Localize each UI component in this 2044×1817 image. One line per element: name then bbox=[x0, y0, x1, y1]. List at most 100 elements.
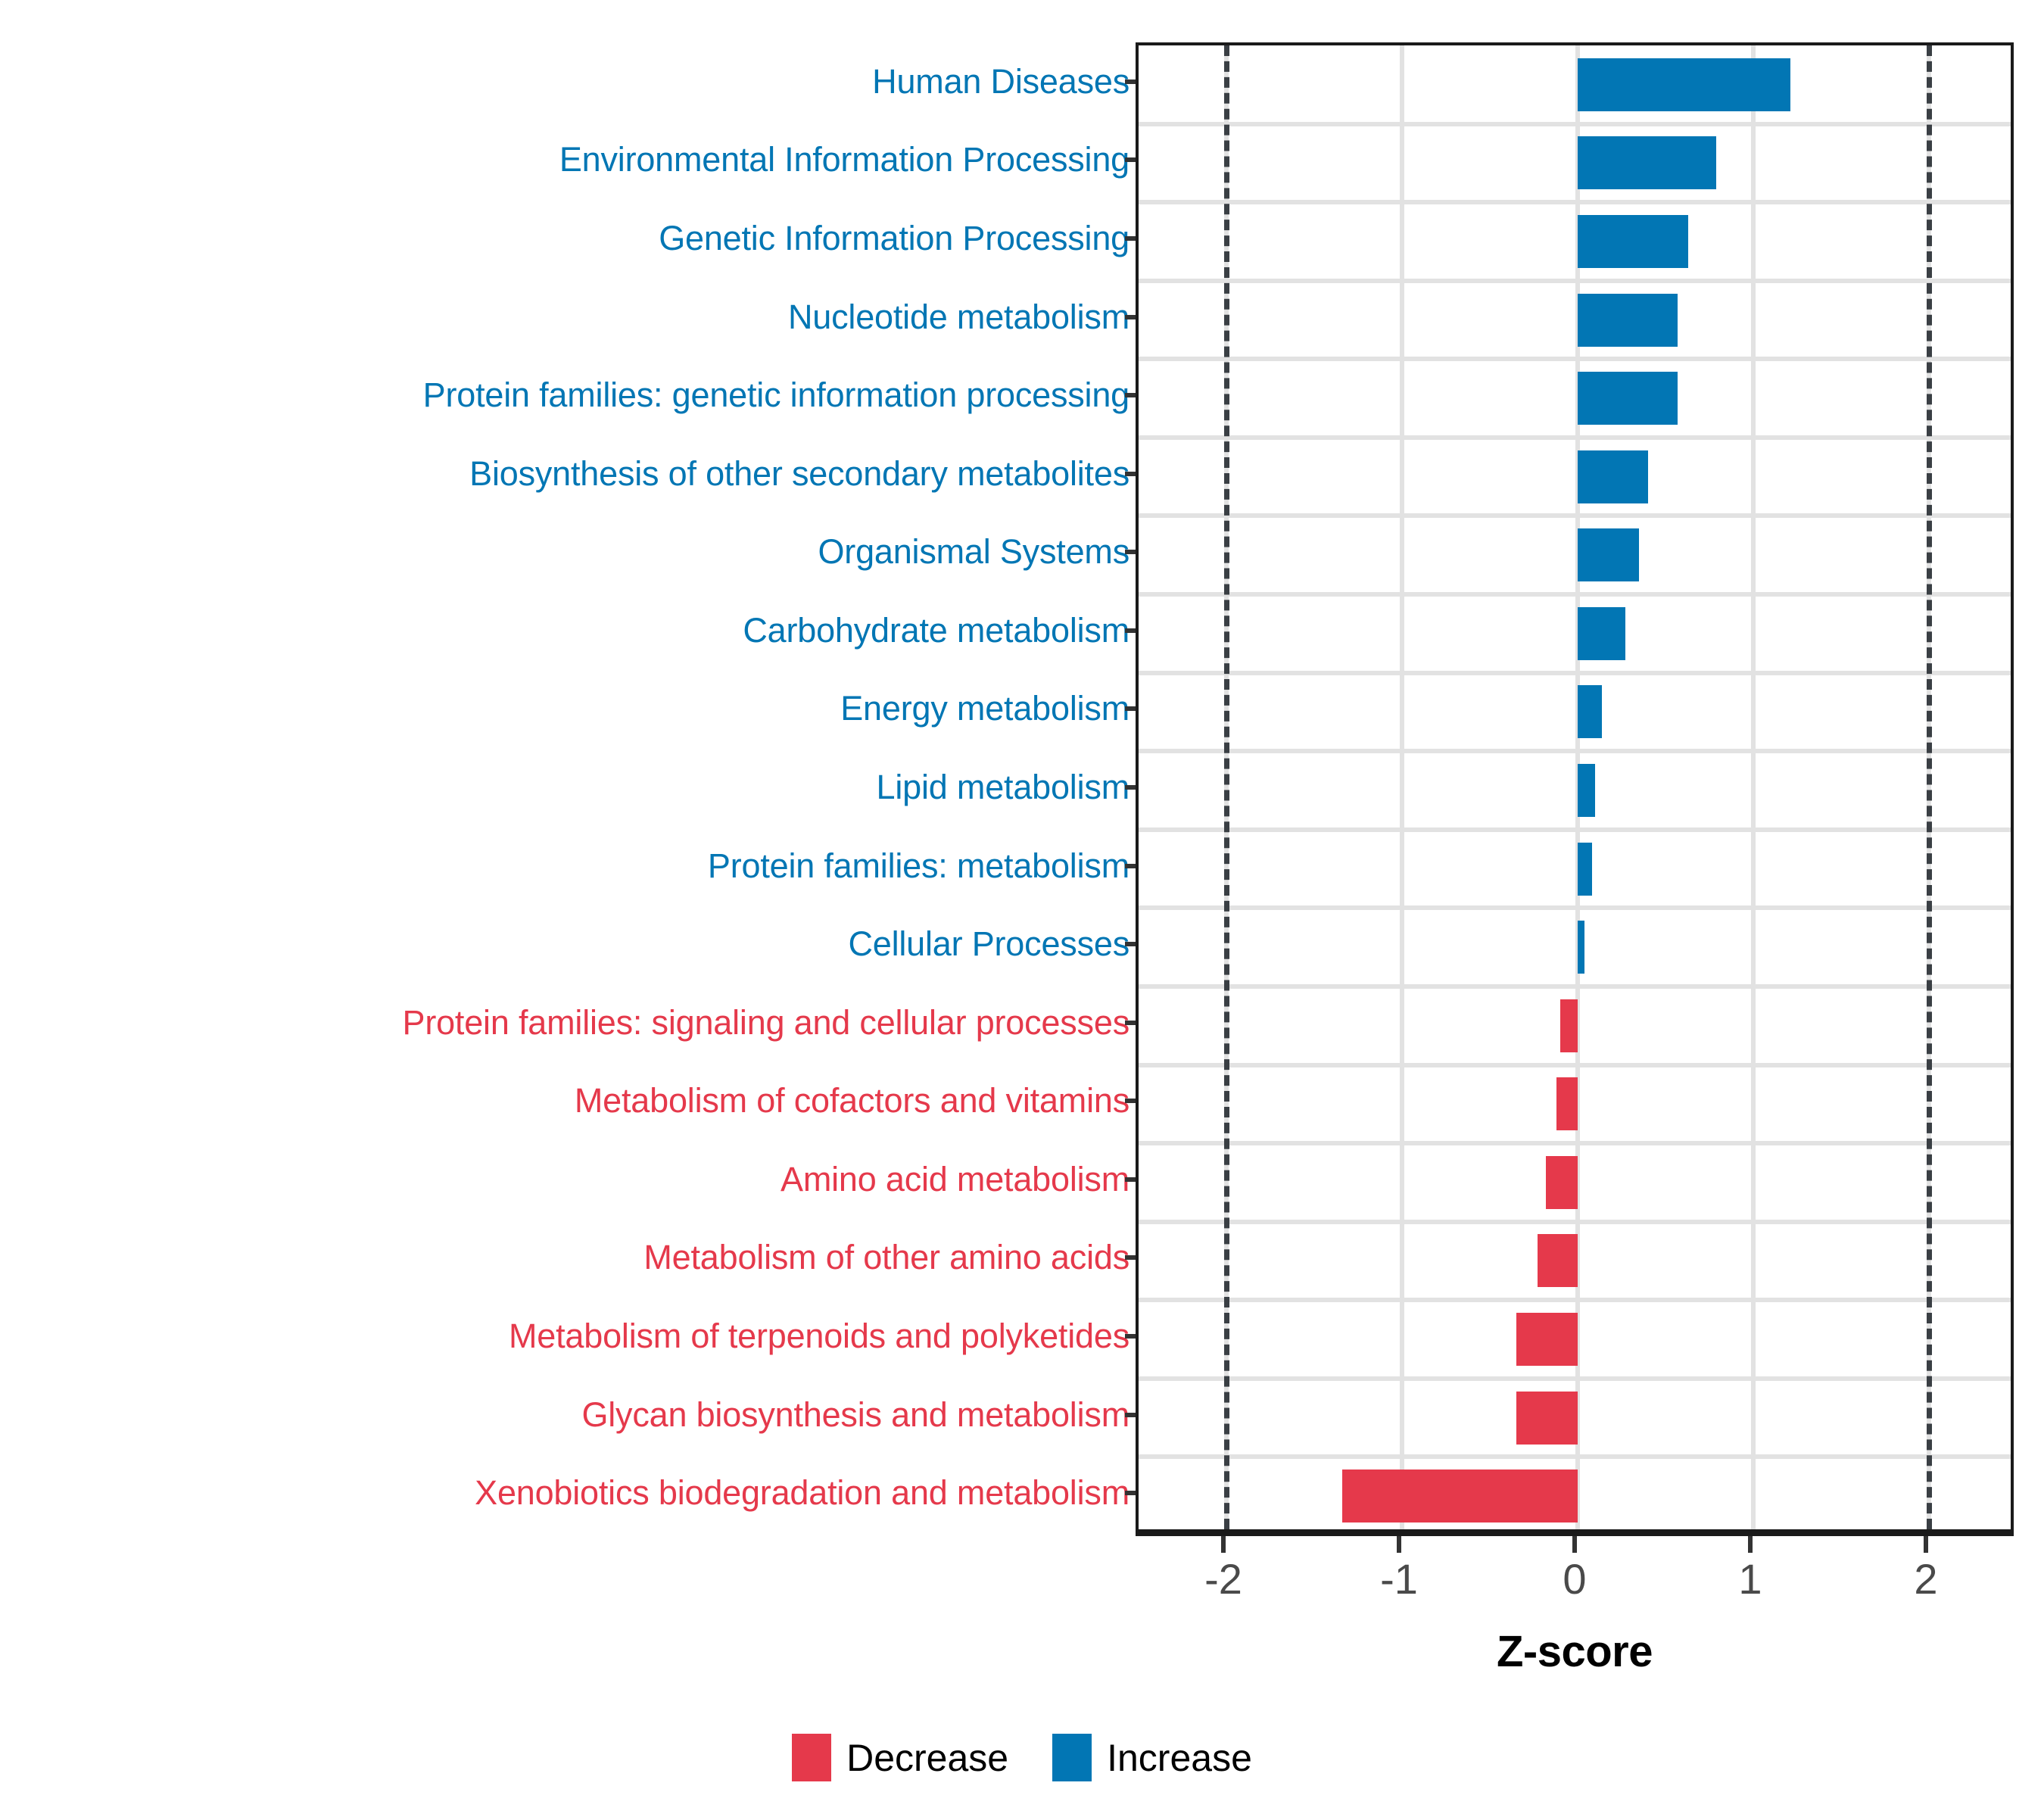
bar[interactable] bbox=[1578, 606, 1625, 660]
x-axis-tick bbox=[1572, 1536, 1577, 1553]
y-axis-tick bbox=[1125, 1491, 1136, 1496]
y-axis-label: Amino acid metabolism bbox=[781, 1159, 1129, 1198]
y-axis-tick bbox=[1125, 863, 1136, 868]
bar[interactable] bbox=[1578, 685, 1603, 739]
y-axis-tick bbox=[1125, 235, 1136, 241]
x-axis-tick-label: 1 bbox=[1738, 1555, 1762, 1603]
gridline-horizontal bbox=[1139, 983, 2011, 989]
gridline-horizontal bbox=[1139, 1062, 2011, 1067]
gridline-vertical bbox=[1751, 45, 1756, 1529]
y-axis-label: Metabolism of other amino acids bbox=[643, 1238, 1129, 1277]
x-axis-tick-label: -2 bbox=[1204, 1555, 1242, 1603]
gridline-horizontal bbox=[1139, 1454, 2011, 1460]
x-axis-tick bbox=[1397, 1536, 1401, 1553]
x-axis-title: Z-score bbox=[1496, 1627, 1653, 1676]
y-axis-tick bbox=[1125, 942, 1136, 947]
legend-swatch-decrease-icon bbox=[792, 1734, 832, 1781]
y-axis-tick bbox=[1125, 628, 1136, 633]
y-axis-label: Metabolism of terpenoids and polyketides bbox=[509, 1317, 1129, 1356]
bar[interactable] bbox=[1342, 1469, 1578, 1523]
y-axis-label: Human Diseases bbox=[872, 61, 1129, 101]
bar[interactable] bbox=[1578, 921, 1585, 974]
y-axis-label: Protein families: signaling and cellular… bbox=[402, 1002, 1130, 1042]
gridline-horizontal bbox=[1139, 1298, 2011, 1303]
bar[interactable] bbox=[1537, 1234, 1578, 1288]
bar[interactable] bbox=[1559, 999, 1578, 1052]
y-axis-label: Protein families: genetic information pr… bbox=[422, 376, 1130, 415]
y-axis-label: Xenobiotics biodegradation and metabolis… bbox=[475, 1473, 1129, 1513]
bar[interactable] bbox=[1578, 842, 1592, 896]
x-axis-line bbox=[1136, 1532, 2014, 1536]
y-axis-tick bbox=[1125, 393, 1136, 398]
x-axis-tick-label: 0 bbox=[1563, 1555, 1587, 1603]
bar[interactable] bbox=[1556, 1077, 1578, 1131]
reference-line bbox=[1927, 45, 1932, 1529]
bar[interactable] bbox=[1578, 450, 1648, 503]
y-axis-tick bbox=[1125, 1020, 1136, 1025]
gridline-horizontal bbox=[1139, 1141, 2011, 1146]
y-axis-tick bbox=[1125, 1255, 1136, 1261]
bar[interactable] bbox=[1578, 764, 1596, 817]
gridline-horizontal bbox=[1139, 905, 2011, 911]
y-axis-label: Glycan biosynthesis and metabolism bbox=[581, 1395, 1129, 1434]
y-axis-tick bbox=[1125, 314, 1136, 319]
gridline-horizontal bbox=[1139, 827, 2011, 832]
y-axis-tick bbox=[1125, 1177, 1136, 1182]
y-axis-tick bbox=[1125, 785, 1136, 790]
y-axis-label: Protein families: metabolism bbox=[707, 846, 1129, 885]
bar[interactable] bbox=[1578, 136, 1717, 190]
gridline-horizontal bbox=[1139, 278, 2011, 283]
x-axis-tick bbox=[1748, 1536, 1753, 1553]
gridline-horizontal bbox=[1139, 670, 2011, 675]
x-axis-tick-label: -1 bbox=[1380, 1555, 1418, 1603]
x-axis-tick-label: 2 bbox=[1914, 1555, 1938, 1603]
y-axis-tick bbox=[1125, 1099, 1136, 1104]
y-axis-label: Energy metabolism bbox=[840, 689, 1129, 728]
bar[interactable] bbox=[1516, 1313, 1578, 1367]
legend-item-increase[interactable]: Increase bbox=[1052, 1734, 1252, 1781]
bar[interactable] bbox=[1546, 1155, 1578, 1209]
y-axis-tick bbox=[1125, 79, 1136, 84]
gridline-horizontal bbox=[1139, 435, 2011, 440]
reference-line bbox=[1224, 45, 1229, 1529]
y-axis-label: Genetic Information Processing bbox=[659, 218, 1129, 257]
gridline-horizontal bbox=[1139, 749, 2011, 754]
bar[interactable] bbox=[1578, 528, 1640, 582]
y-axis-tick bbox=[1125, 157, 1136, 163]
gridline-vertical bbox=[1400, 45, 1404, 1529]
y-axis-tick bbox=[1125, 1334, 1136, 1339]
x-axis-tick bbox=[1924, 1536, 1928, 1553]
y-axis-label: Metabolism of cofactors and vitamins bbox=[574, 1081, 1129, 1120]
y-axis-tick bbox=[1125, 471, 1136, 476]
y-axis-label: Organismal Systems bbox=[818, 532, 1129, 572]
legend-swatch-increase-icon bbox=[1052, 1734, 1092, 1781]
y-axis-tick bbox=[1125, 706, 1136, 712]
gridline-horizontal bbox=[1139, 1376, 2011, 1381]
plot-panel bbox=[1136, 42, 2014, 1532]
y-axis-tick bbox=[1125, 550, 1136, 555]
bar[interactable] bbox=[1516, 1391, 1578, 1445]
y-axis-label: Cellular Processes bbox=[848, 924, 1129, 964]
bar[interactable] bbox=[1578, 214, 1689, 268]
gridline-horizontal bbox=[1139, 357, 2011, 362]
gridline-horizontal bbox=[1139, 513, 2011, 519]
y-axis-label: Nucleotide metabolism bbox=[787, 297, 1129, 336]
legend-label-increase: Increase bbox=[1107, 1736, 1252, 1779]
gridline-horizontal bbox=[1139, 121, 2011, 126]
chart-legend: Decrease Increase bbox=[0, 1734, 2044, 1781]
legend-item-decrease[interactable]: Decrease bbox=[792, 1734, 1008, 1781]
y-axis-labels: Human Diseases Environmental Information … bbox=[0, 42, 1130, 1532]
gridline-horizontal bbox=[1139, 1219, 2011, 1224]
y-axis-label: Lipid metabolism bbox=[876, 768, 1130, 806]
y-axis-label: Environmental Information Processing bbox=[559, 140, 1129, 179]
bar[interactable] bbox=[1578, 293, 1678, 347]
bar[interactable] bbox=[1578, 372, 1678, 425]
gridline-horizontal bbox=[1139, 592, 2011, 597]
gridline-horizontal bbox=[1139, 200, 2011, 205]
bar[interactable] bbox=[1578, 58, 1790, 111]
x-axis-tick bbox=[1221, 1536, 1226, 1553]
y-axis-label: Biosynthesis of other secondary metaboli… bbox=[469, 453, 1129, 493]
y-axis-label: Carbohydrate metabolism bbox=[743, 610, 1129, 650]
legend-label-decrease: Decrease bbox=[846, 1736, 1009, 1779]
